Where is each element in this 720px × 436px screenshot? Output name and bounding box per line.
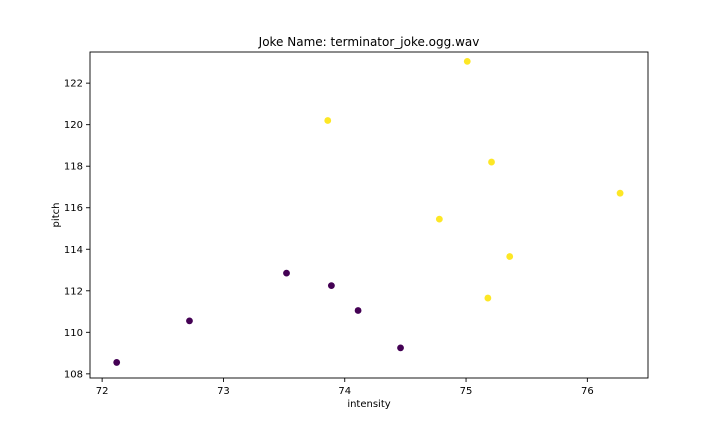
data-point-cluster-1 — [463, 57, 471, 65]
data-point-cluster-0 — [113, 359, 121, 366]
x-tick-label: 76 — [581, 386, 594, 397]
y-axis-label: pitch — [51, 203, 62, 228]
data-point-cluster-0 — [397, 344, 404, 352]
plot-area — [89, 51, 649, 379]
y-tick-label: 118 — [64, 162, 83, 173]
x-tick-label: 75 — [460, 386, 473, 397]
x-tick-label: 72 — [96, 386, 109, 397]
x-tick-label: 74 — [338, 386, 351, 397]
data-point-cluster-1 — [324, 117, 332, 124]
y-axis: 108 110 112 114 116 118 120 122 — [64, 79, 90, 380]
data-point-cluster-0 — [354, 307, 362, 314]
data-point-cluster-1 — [506, 253, 514, 260]
data-point-cluster-0 — [327, 282, 335, 289]
data-point-cluster-1 — [484, 294, 492, 302]
data-point-cluster-0 — [186, 317, 193, 325]
x-axis: 72 73 74 75 76 — [96, 378, 594, 397]
x-tick-label: 73 — [217, 386, 230, 397]
y-tick-label: 108 — [64, 369, 83, 380]
data-point-cluster-0 — [283, 269, 290, 277]
x-axis-label: intensity — [347, 399, 390, 410]
y-tick-label: 112 — [64, 286, 83, 297]
data-point-cluster-1 — [435, 215, 443, 223]
data-point-cluster-1 — [616, 189, 624, 197]
y-tick-label: 120 — [64, 120, 83, 131]
chart-title: Joke Name: terminator_joke.ogg.wav — [258, 35, 480, 49]
y-tick-label: 114 — [64, 245, 83, 256]
data-points — [113, 57, 624, 366]
y-tick-label: 110 — [64, 328, 83, 339]
y-tick-label: 116 — [64, 203, 83, 214]
y-tick-label: 122 — [64, 79, 83, 90]
data-point-cluster-1 — [488, 158, 495, 166]
